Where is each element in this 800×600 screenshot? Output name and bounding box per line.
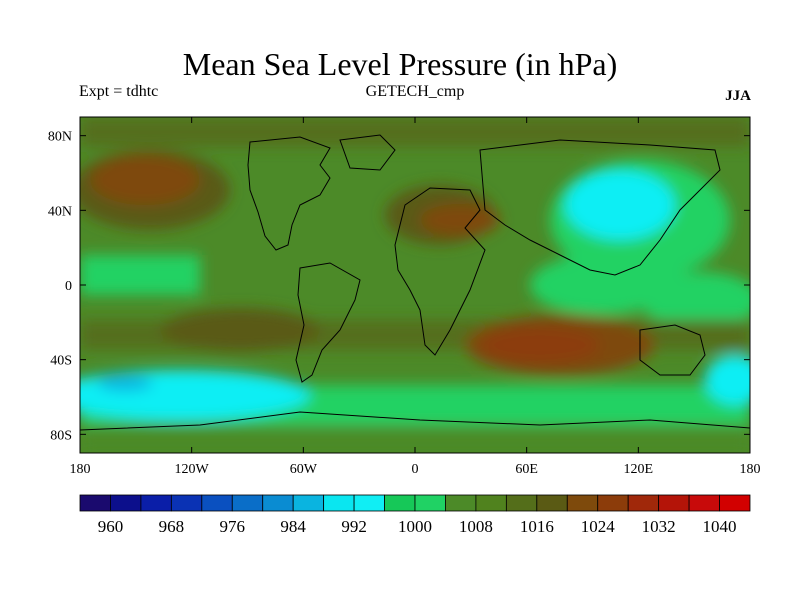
lon-tick-label: 180 xyxy=(70,462,91,477)
mediterranean-high-core xyxy=(420,204,500,236)
lat-tick-label: 40N xyxy=(48,204,72,219)
colorbar-swatch xyxy=(627,494,660,512)
west-pacific-low xyxy=(640,272,750,328)
lon-tick-label: 120E xyxy=(624,462,654,477)
colorbar-swatch xyxy=(414,494,446,512)
colorbar-swatch xyxy=(292,494,325,512)
colorbar-label: 1000 xyxy=(398,517,432,536)
colorbar-swatch xyxy=(719,494,751,512)
lat-tick-label: 80N xyxy=(48,130,72,145)
colorbar-swatch xyxy=(597,494,629,512)
equatorial-indian xyxy=(530,255,670,315)
antarctica-outline xyxy=(80,411,750,431)
europe-africa-outline xyxy=(394,187,486,356)
south-pacific-high xyxy=(160,308,320,352)
colorbar-swatch xyxy=(566,494,599,512)
colorbar-label: 968 xyxy=(159,517,185,536)
colorbar-swatch xyxy=(79,494,111,512)
colorbar-swatch xyxy=(262,494,294,512)
lon-tick-label: 0 xyxy=(412,462,419,477)
tasman-low xyxy=(705,355,750,405)
colorbar-swatch xyxy=(688,494,720,512)
australia-outline xyxy=(639,324,706,376)
greenland-outline xyxy=(339,134,396,171)
colorbar-swatch xyxy=(140,494,172,512)
north-america-outline xyxy=(247,136,331,251)
colorbar-swatch xyxy=(201,494,233,512)
colorbar-label: 1024 xyxy=(581,517,616,536)
colorbar-label: 992 xyxy=(341,517,367,536)
lat-tick-label: 0 xyxy=(65,279,72,294)
colorbar-label: 960 xyxy=(98,517,124,536)
colorbar-label: 984 xyxy=(280,517,306,536)
lon-tick-label: 120W xyxy=(175,462,210,477)
colorbar-swatch xyxy=(658,494,690,512)
colorbar-label: 1008 xyxy=(459,517,493,536)
colorbar-swatch xyxy=(384,494,416,512)
colorbar-swatch xyxy=(475,494,507,512)
southern-ocean-low-core xyxy=(97,375,153,391)
colorbar-label: 976 xyxy=(220,517,246,536)
colorbar-swatch xyxy=(353,494,385,512)
colorbar-swatch xyxy=(170,494,203,512)
north-pacific-high-core xyxy=(90,155,200,205)
coastlines xyxy=(80,134,750,431)
asian-low-core xyxy=(565,170,675,240)
colorbar-swatch xyxy=(536,494,568,512)
south-america-outline xyxy=(295,262,361,383)
colorbar-swatch xyxy=(323,494,355,512)
latitude-axis: 80N 40N 0 40S 80S xyxy=(48,130,750,443)
colorbar-swatch xyxy=(505,494,538,512)
asia-outline xyxy=(479,139,721,276)
colorbar-label: 1040 xyxy=(703,517,737,536)
colorbar-label: 1016 xyxy=(520,517,554,536)
equatorial-pacific xyxy=(80,255,200,295)
south-indian-high-core xyxy=(480,327,600,363)
experiment-label: Expt = tdhtc xyxy=(79,83,159,100)
lon-tick-label: 60E xyxy=(515,462,538,477)
southern-ocean-low xyxy=(80,370,310,420)
season-label: JJA xyxy=(725,88,751,104)
dataset-label: GETECH_cmp xyxy=(365,83,465,100)
lat-tick-label: 40S xyxy=(50,354,72,369)
lon-tick-label: 60W xyxy=(290,462,318,477)
colorbar-swatch xyxy=(231,494,264,512)
colorbar-swatch xyxy=(445,494,477,512)
longitude-axis: 180 120W 60W 0 60E 120E 180 xyxy=(70,117,761,477)
colorbar-swatch xyxy=(110,494,142,512)
colorbar: 960 968 976 984 992 1000 1008 1016 1024 1032 1040 xyxy=(79,494,751,536)
lat-tick-label: 80S xyxy=(50,428,72,443)
lon-tick-label: 180 xyxy=(740,462,761,477)
colorbar-label: 1032 xyxy=(642,517,676,536)
chart-title: Mean Sea Level Pressure (in hPa) xyxy=(182,46,618,82)
